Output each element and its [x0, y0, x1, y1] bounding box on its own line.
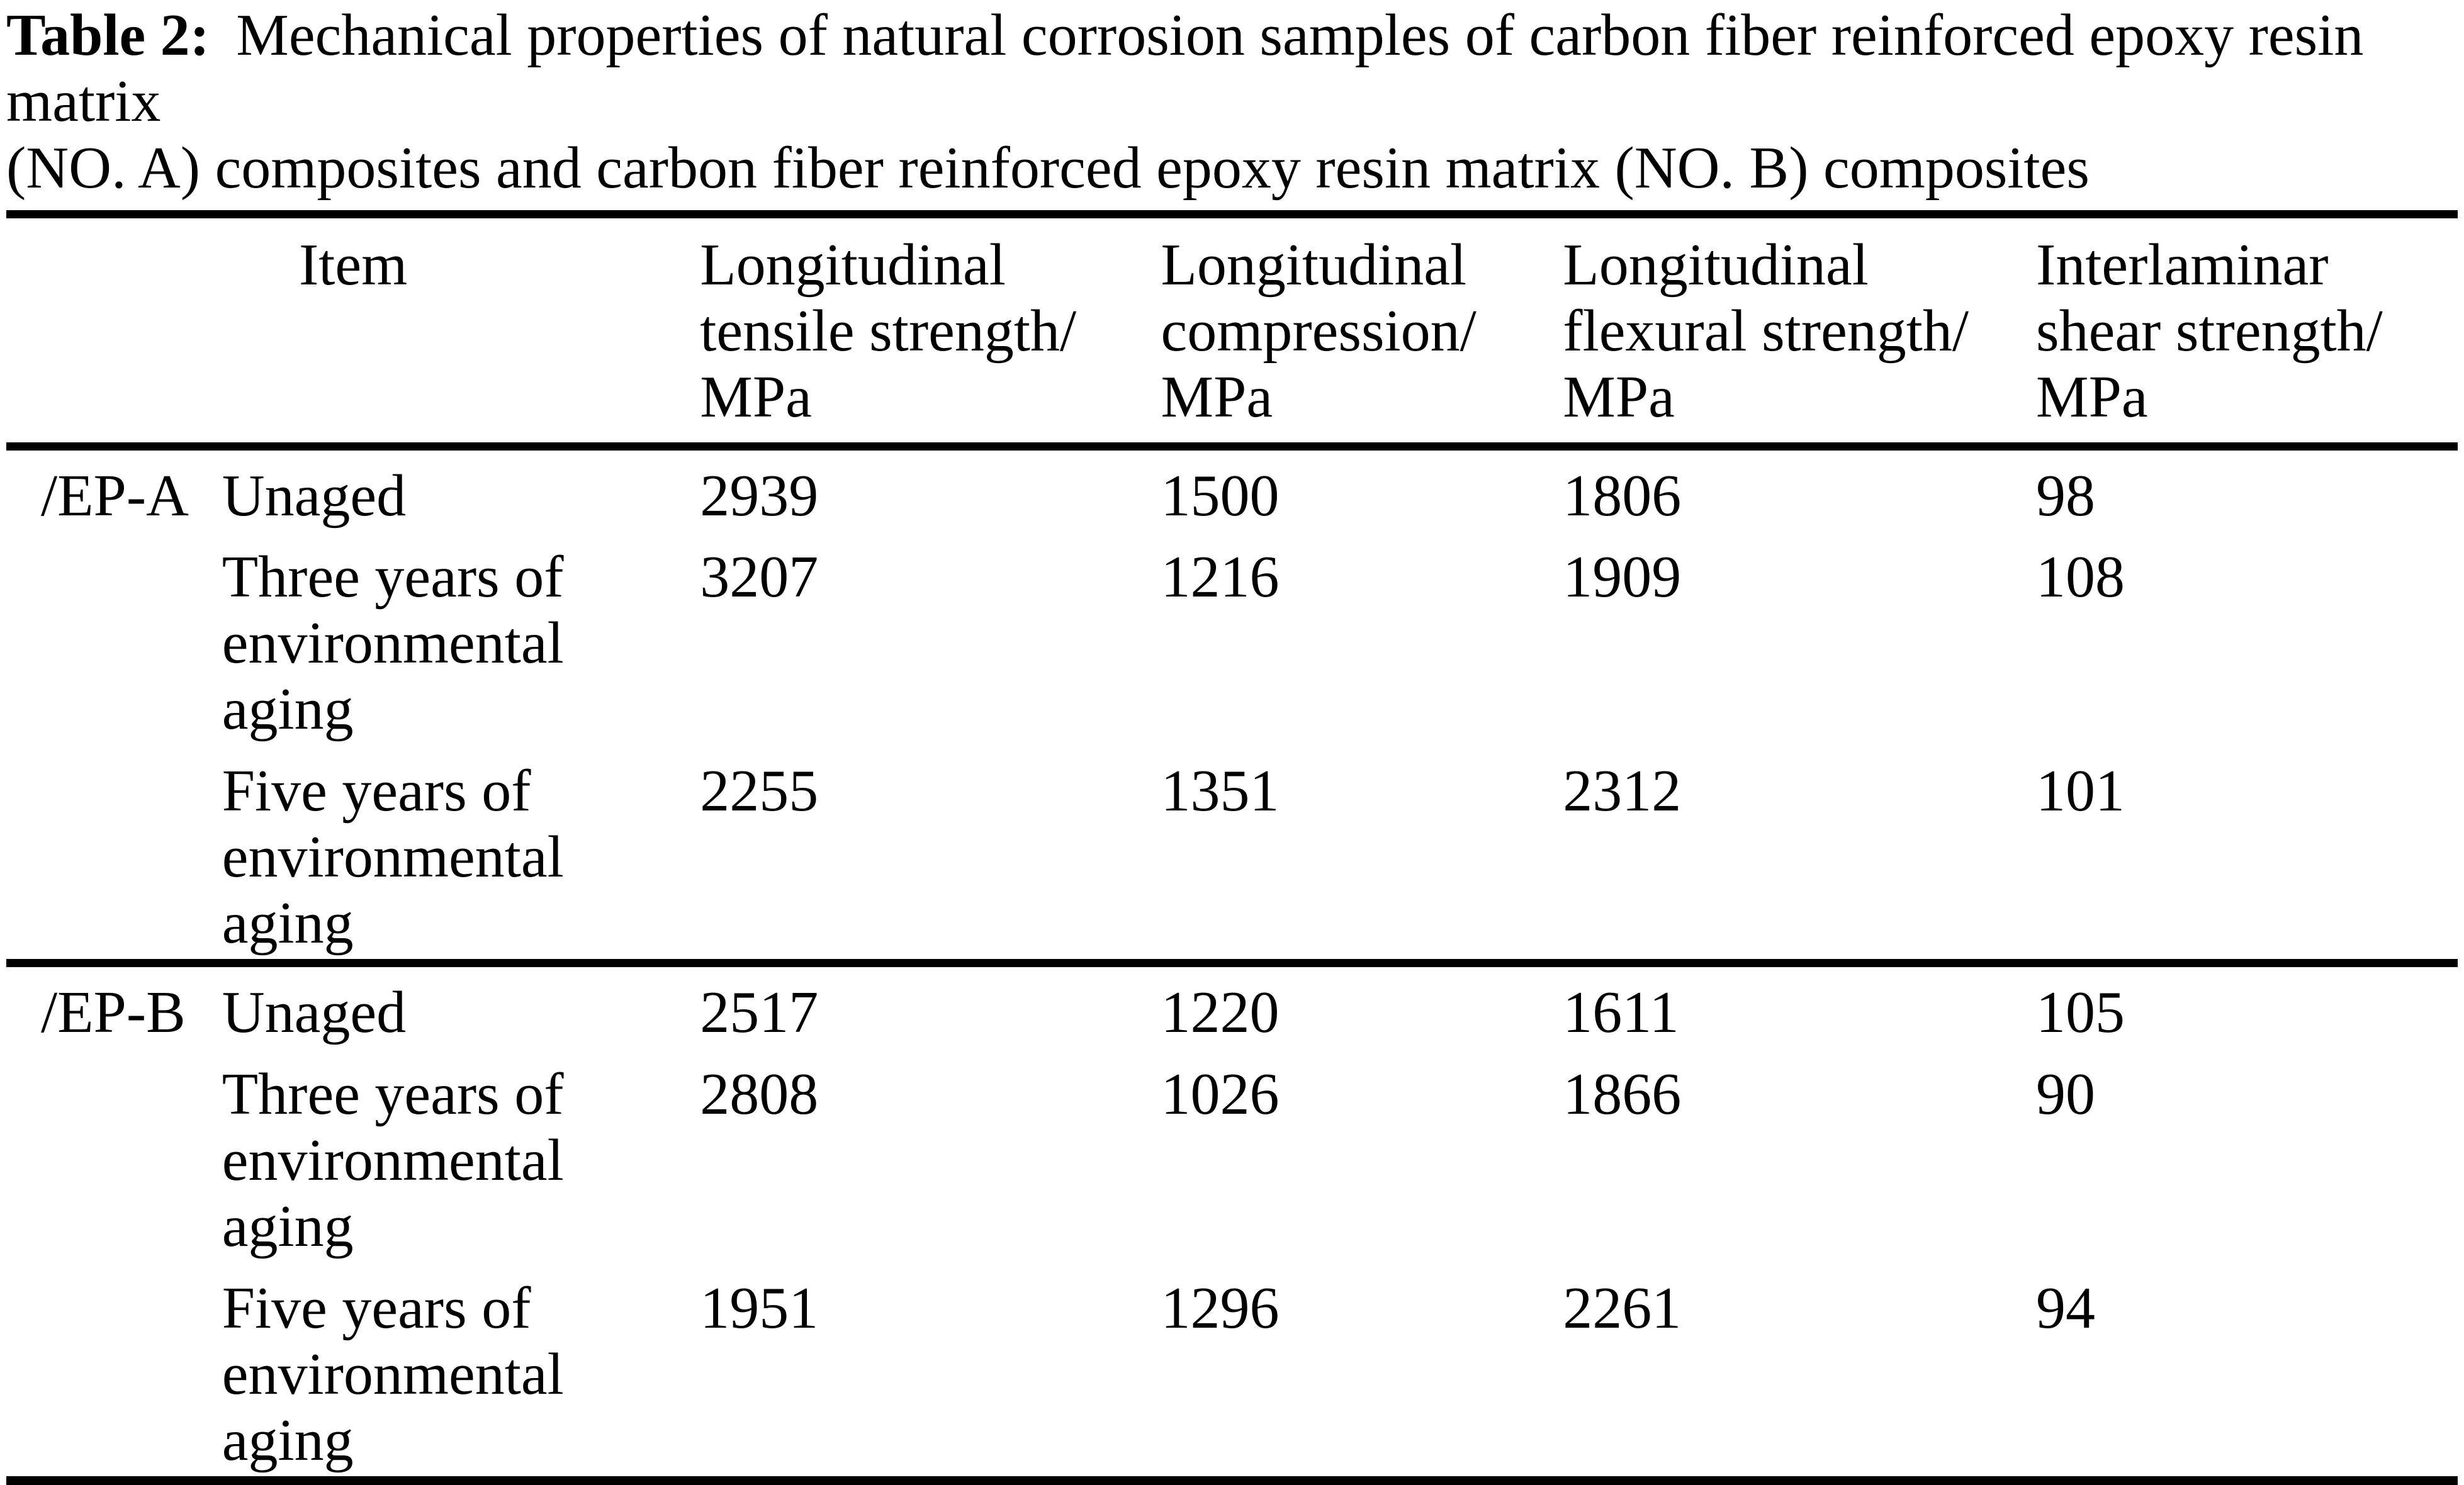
- value-cell: 1296: [1161, 1275, 1280, 1341]
- table-row: /EP-A Unaged 2939 1500 1806 98: [6, 446, 2458, 532]
- value-cell: 1909: [1563, 544, 1682, 610]
- value-cell: 2255: [700, 758, 819, 824]
- value-cell: 1351: [1161, 758, 1280, 824]
- row-item-label: Three years of environmental aging: [222, 544, 564, 742]
- value-cell: 2261: [1563, 1275, 1682, 1341]
- value-cell: 2808: [700, 1061, 819, 1127]
- column-header-item: Item: [6, 214, 700, 451]
- value-cell: 1026: [1161, 1061, 1280, 1127]
- value-cell: 101: [2036, 758, 2125, 824]
- value-cell: 108: [2036, 544, 2125, 610]
- value-cell: 1216: [1161, 544, 1280, 610]
- value-cell: 98: [2036, 462, 2096, 529]
- header-row: Item Longitudinal tensile strength/ MPa …: [6, 214, 2458, 451]
- row-group-label-ep-a: /EP-A: [41, 462, 189, 529]
- mechanical-properties-table: Item Longitudinal tensile strength/ MPa …: [6, 210, 2458, 1485]
- value-cell: 2939: [700, 462, 819, 529]
- table-caption: Table 2: Mechanical properties of natural…: [6, 3, 2458, 201]
- value-cell: 2517: [700, 959, 1161, 1049]
- value-cell: 1500: [1161, 462, 1280, 529]
- column-header-shear-strength: Interlaminar shear strength/ MPa: [2036, 214, 2458, 451]
- table-row: Three years of environmental aging 2808 …: [6, 1049, 2458, 1263]
- row-item-label: Five years of environmental aging: [222, 758, 564, 956]
- row-item-label: Unaged: [222, 959, 700, 1049]
- value-cell: 1806: [1563, 462, 1682, 529]
- column-header-flexural-strength: Longitudinal flexural strength/ MPa: [1563, 214, 2037, 451]
- value-cell: 90: [2036, 1061, 2096, 1127]
- value-cell: 105: [2036, 959, 2458, 1049]
- row-item-label: Unaged: [222, 462, 407, 529]
- row-group-label-ep-b: /EP-B: [6, 959, 222, 1481]
- value-cell: 2312: [1563, 758, 1682, 824]
- table-row: /EP-B Unaged 2517 1220 1611 105: [6, 959, 2458, 1481]
- table-row: Three years of environmental aging 3207 …: [6, 532, 2458, 746]
- value-cell: 3207: [700, 544, 819, 610]
- table-caption-label: Table 2:: [6, 3, 210, 68]
- table-row: Five years of environmental aging 2255 1…: [6, 746, 2458, 963]
- value-cell: 1951: [700, 1275, 819, 1341]
- value-cell: 94: [2036, 1275, 2096, 1341]
- value-cell: 1220: [1161, 959, 1563, 1049]
- table-row: Five years of environmental aging 1951 1…: [6, 1263, 2458, 1481]
- value-cell: 1866: [1563, 1061, 1682, 1127]
- column-header-compression: Longitudinal compression/ MPa: [1161, 214, 1563, 451]
- row-item-label: Five years of environmental aging: [222, 1275, 564, 1474]
- column-header-tensile-strength: Longitudinal tensile strength/ MPa: [700, 214, 1161, 451]
- paper-page: Table 2: Mechanical properties of natural…: [0, 3, 2464, 1485]
- row-item-label: Three years of environmental aging: [222, 1061, 564, 1260]
- table-caption-text: Mechanical properties of natural corrosi…: [6, 3, 2364, 201]
- value-cell: 1611: [1563, 959, 2037, 1049]
